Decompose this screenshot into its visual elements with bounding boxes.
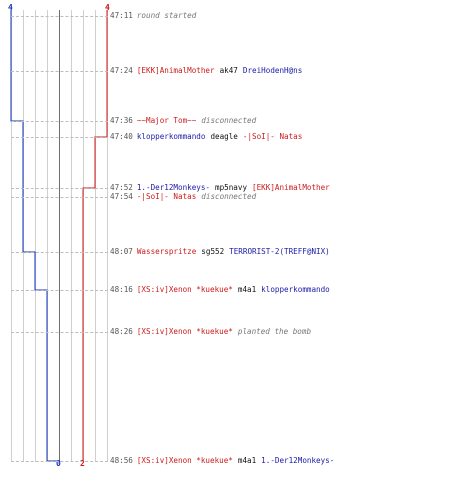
event-guide-line bbox=[11, 461, 108, 462]
event-text: TERRORIST-2(TREFF@NIX) bbox=[229, 247, 330, 256]
event-text: mp5navy bbox=[215, 183, 248, 192]
event-text: sg552 bbox=[201, 247, 225, 256]
event-time: 47:52 bbox=[110, 183, 133, 192]
event-row: 47:24 [EKK]AnimalMother ak47 DreiHodenH@ns bbox=[110, 66, 307, 76]
event-text: Wasserspritze bbox=[136, 247, 197, 256]
event-row: 47:52 1.-Der12Monkeys-mp5navy [EKK]AnimalM… bbox=[110, 183, 335, 193]
event-guide-line bbox=[11, 188, 108, 189]
event-row: 47:54 -|SoI|- Natas disconnected bbox=[110, 192, 261, 202]
event-text: ak47 bbox=[219, 66, 238, 75]
event-time: 47:54 bbox=[110, 192, 133, 201]
event-text: disconnected bbox=[201, 116, 257, 125]
event-guide-line bbox=[11, 71, 108, 72]
red-team-start-count: 4 bbox=[105, 3, 110, 12]
event-row: 47:11 round started bbox=[110, 11, 201, 21]
event-time: 48:07 bbox=[110, 247, 133, 256]
event-text: klopperkommando bbox=[136, 132, 206, 141]
event-text: round started bbox=[136, 11, 197, 20]
grid-line bbox=[95, 10, 96, 462]
event-time: 48:16 bbox=[110, 285, 133, 294]
grid-line bbox=[47, 10, 48, 462]
event-text: m4a1 bbox=[237, 285, 257, 294]
event-time: 48:56 bbox=[110, 456, 133, 465]
event-text: m4a1 bbox=[237, 456, 257, 465]
event-text: planted the bomb bbox=[237, 327, 312, 336]
event-text: [XS:iv]Xenon *kuekue* bbox=[136, 327, 233, 336]
event-text: [XS:iv]Xenon *kuekue* bbox=[136, 285, 233, 294]
event-guide-line bbox=[11, 290, 108, 291]
event-text: klopperkommando bbox=[261, 285, 330, 294]
event-row: 48:26 [XS:iv]Xenon *kuekue* planted the bo… bbox=[110, 327, 316, 337]
grid-line bbox=[107, 10, 108, 462]
event-guide-line bbox=[11, 197, 108, 198]
event-text: 1.-Der12Monkeys- bbox=[261, 456, 335, 465]
event-text: 1.-Der12Monkeys- bbox=[136, 183, 211, 192]
event-time: 47:11 bbox=[110, 11, 133, 20]
event-text: ~~Major Tom~~ bbox=[136, 116, 197, 125]
event-row: 47:40 klopperkommando deagle -|SoI|- Natas bbox=[110, 132, 307, 142]
event-text: DreiHodenH@ns bbox=[242, 66, 303, 75]
grid-line bbox=[35, 10, 36, 462]
event-text: [EKK]AnimalMother bbox=[136, 66, 215, 75]
event-guide-line bbox=[11, 137, 108, 138]
grid-center-line bbox=[59, 10, 60, 462]
event-time: 48:26 bbox=[110, 327, 133, 336]
event-time: 47:24 bbox=[110, 66, 133, 75]
event-text: deagle bbox=[210, 132, 238, 141]
event-row: 48:07 Wasserspritze sg552 TERRORIST-2(TREFF… bbox=[110, 247, 335, 257]
event-text: [EKK]AnimalMother bbox=[252, 183, 330, 192]
event-text: disconnected bbox=[201, 192, 257, 201]
grid-line bbox=[11, 10, 12, 462]
event-guide-line bbox=[11, 332, 108, 333]
red-team-end-count: 2 bbox=[80, 459, 85, 468]
blue-team-end-count: 0 bbox=[56, 459, 61, 468]
event-time: 47:40 bbox=[110, 132, 133, 141]
blue-team-start-count: 4 bbox=[8, 3, 13, 12]
event-text: [XS:iv]Xenon *kuekue* bbox=[136, 456, 233, 465]
event-guide-line bbox=[11, 16, 108, 17]
event-row: 48:16 [XS:iv]Xenon *kuekue* m4a1 klopperkom… bbox=[110, 285, 335, 295]
event-text: -|SoI|- Natas bbox=[242, 132, 303, 141]
event-text: -|SoI|- Natas bbox=[136, 192, 197, 201]
event-guide-line bbox=[11, 121, 108, 122]
blue-team-alive-line bbox=[10, 10, 59, 462]
event-guide-line bbox=[11, 252, 108, 253]
event-row: 48:56 [XS:iv]Xenon *kuekue* m4a1 1.-Der12Mo… bbox=[110, 456, 339, 466]
event-time: 47:36 bbox=[110, 116, 133, 125]
event-row: 47:36 ~~Major Tom~~ disconnected bbox=[110, 116, 261, 126]
red-team-alive-line bbox=[82, 10, 108, 461]
grid-line bbox=[71, 10, 72, 462]
